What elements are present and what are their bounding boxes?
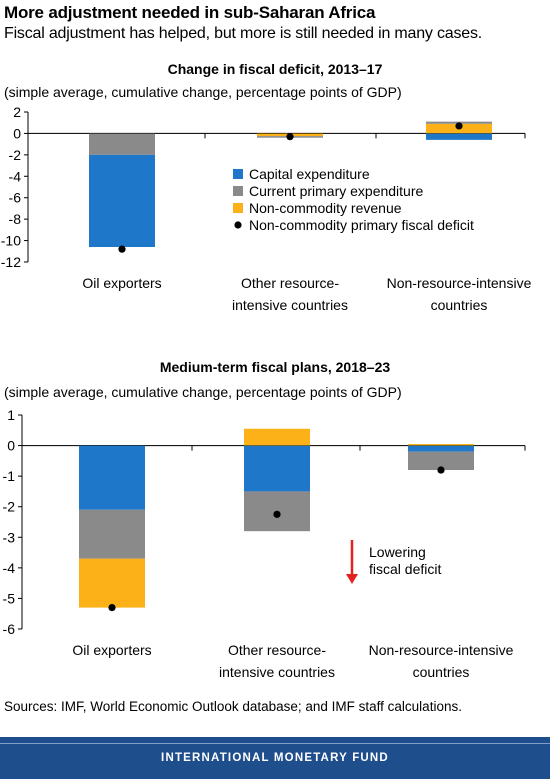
chart1-bar-current-primary-expenditure [89, 133, 155, 155]
chart1-bar-capital-expenditure [89, 154, 155, 247]
chart2-title: Medium-term fiscal plans, 2018–23 [159, 359, 391, 375]
chart2-deficit-dot [437, 466, 445, 474]
chart2-bar-capital-expenditure [408, 445, 474, 452]
chart2-y-tick-label: 1 [7, 407, 15, 423]
chart1-bar-capital-expenditure [426, 133, 492, 140]
chart1-legend-label: Non-commodity primary fiscal deficit [249, 217, 474, 233]
page-title: More adjustment needed in sub-Saharan Af… [4, 3, 376, 22]
chart1-deficit-dot [118, 245, 126, 253]
chart2-bar-non-commodity-revenue [79, 558, 145, 608]
chart2-category-label: Non-resource-intensive countries [369, 642, 514, 680]
chart1-legend-label: Non-commodity revenue [249, 200, 402, 216]
footer-band: INTERNATIONAL MONETARY FUND [0, 737, 550, 779]
chart2-y-tick-label: -2 [3, 499, 16, 515]
chart2-plot: 1 0 -1 -2 -3 -4 -5 -6 Oil exporters Other resourc… [3, 407, 526, 680]
chart2-y-tick-label: 0 [7, 438, 15, 454]
chart1-y-tick-label: -10 [1, 233, 21, 249]
chart1-legend-swatch [233, 203, 243, 213]
chart1-deficit-dot [455, 122, 463, 130]
chart1-legend-label: Capital expenditure [249, 166, 370, 182]
sources-note: Sources: IMF, World Economic Outlook dat… [4, 699, 462, 714]
chart2-category-label: Other resource-intensive countries [219, 642, 335, 680]
chart1-title: Change in fiscal deficit, 2013–17 [167, 61, 383, 77]
chart2-deficit-dot [273, 510, 281, 518]
chart1-y-tick-label: -12 [1, 254, 21, 270]
chart1-category-label: Oil exporters [82, 275, 161, 291]
chart2-deficit-dot [108, 604, 116, 612]
chart2-y-tick-label: -3 [3, 529, 16, 545]
footer-rule [0, 743, 550, 744]
chart2-y-tick-label: -1 [3, 468, 16, 484]
footer-label: INTERNATIONAL MONETARY FUND [161, 752, 389, 764]
chart2-lowering-arrow-head [346, 574, 358, 584]
chart1-category-label: Non-resource-intensive countries [387, 275, 532, 313]
chart1-y-tick-label: 2 [13, 104, 21, 120]
chart2-bar-non-commodity-revenue [408, 444, 474, 446]
chart1-y-tick-label: -4 [9, 168, 22, 184]
chart1-deficit-dot [286, 133, 294, 141]
chart2-bar-capital-expenditure [79, 445, 145, 510]
chart1-legend-dot [234, 221, 242, 229]
chart2-annotation: Lowering fiscal deficit [369, 544, 441, 577]
chart1-plot: 2 0 -2 -4 -6 -8 -10 -12 Oil exporters Other resou… [1, 104, 532, 313]
chart1-category-label: Other resource-intensive countries [232, 275, 348, 313]
chart1-y-tick-label: -6 [9, 190, 22, 206]
chart2-y-tick-label: -5 [3, 590, 16, 606]
chart1-y-tick-label: -2 [9, 147, 22, 163]
chart2-bar-capital-expenditure [244, 445, 310, 492]
chart2-bar-current-primary-expenditure [408, 451, 474, 471]
chart1-y-tick-label: -8 [9, 211, 22, 227]
chart1-y-tick-label: 0 [13, 125, 21, 141]
chart2-y-tick-label: -4 [3, 560, 16, 576]
chart2-y-tick-label: -6 [3, 621, 16, 637]
chart2-bar-non-commodity-revenue [244, 428, 310, 446]
chart2-bar-current-primary-expenditure [79, 509, 145, 559]
chart1-legend-swatch [233, 186, 243, 196]
chart1-legend-label: Current primary expenditure [249, 183, 424, 199]
chart1-legend-swatch [233, 169, 243, 179]
chart1-unit-note: (simple average, cumulative change, perc… [4, 84, 402, 100]
page-subtitle: Fiscal adjustment has helped, but more i… [4, 25, 483, 42]
chart2-unit-note: (simple average, cumulative change, perc… [4, 384, 402, 400]
chart2-category-label: Oil exporters [72, 642, 151, 658]
